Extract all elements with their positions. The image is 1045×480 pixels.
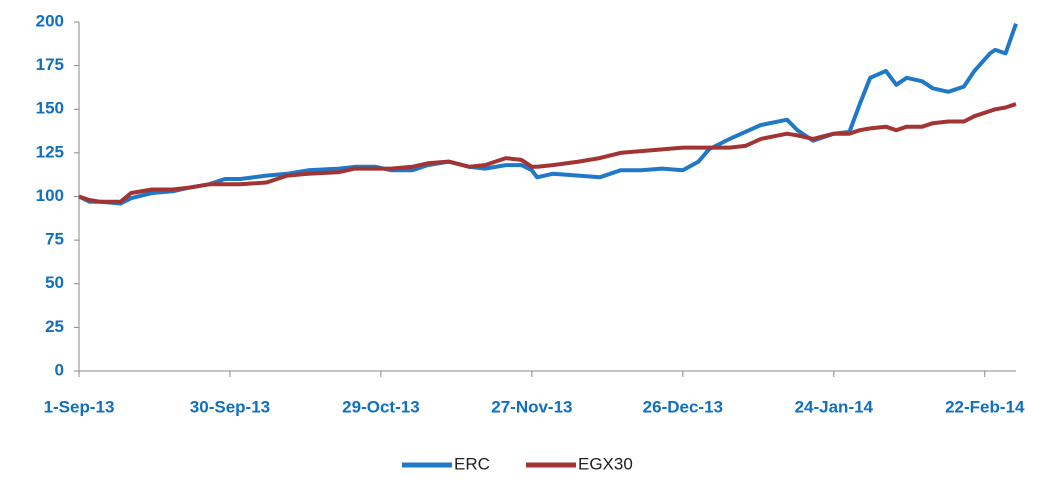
legend-label: EGX30 xyxy=(578,454,633,473)
series-line xyxy=(78,23,1018,206)
y-tick-label: 125 xyxy=(36,142,64,161)
x-tick-label: 22-Feb-14 xyxy=(945,397,1025,416)
y-tick-label: 25 xyxy=(45,317,64,336)
x-tick-label: 29-Oct-13 xyxy=(342,397,419,416)
x-tick-label: 24-Jan-14 xyxy=(795,397,874,416)
y-tick-label: 175 xyxy=(36,55,64,74)
series-line xyxy=(78,102,1017,204)
x-tick-label: 1-Sep-13 xyxy=(44,397,115,416)
y-tick-label: 50 xyxy=(45,273,64,292)
y-tick-label: 100 xyxy=(36,186,64,205)
x-tick-label: 30-Sep-13 xyxy=(190,397,270,416)
y-tick-label: 75 xyxy=(45,230,64,249)
y-tick-label: 0 xyxy=(55,360,64,379)
x-tick-label: 27-Nov-13 xyxy=(491,397,572,416)
y-tick-label: 200 xyxy=(36,11,64,30)
legend-label: ERC xyxy=(454,454,490,473)
x-tick-label: 26-Dec-13 xyxy=(643,397,723,416)
y-tick-label: 150 xyxy=(36,99,64,118)
